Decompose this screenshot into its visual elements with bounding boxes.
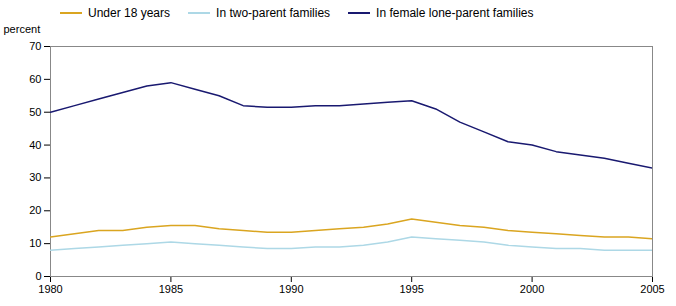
- svg-text:30: 30: [29, 171, 41, 183]
- svg-text:1995: 1995: [399, 283, 423, 295]
- svg-text:0: 0: [35, 270, 41, 282]
- svg-text:20: 20: [29, 204, 41, 216]
- html-text:Under 18 years: Under 18 years: [88, 6, 170, 20]
- svg-text:2000: 2000: [520, 283, 544, 295]
- svg-text:percent: percent: [4, 23, 41, 35]
- svg-text:1985: 1985: [159, 283, 183, 295]
- svg-text:70: 70: [29, 40, 41, 52]
- svg-text:10: 10: [29, 237, 41, 249]
- svg-text:50: 50: [29, 106, 41, 118]
- svg-text:60: 60: [29, 73, 41, 85]
- svg-text:40: 40: [29, 139, 41, 151]
- svg-text:2005: 2005: [640, 283, 664, 295]
- html-text:In female lone-parent families: In female lone-parent families: [376, 6, 534, 20]
- html-text:In two-parent families: In two-parent families: [216, 6, 331, 20]
- svg-text:1990: 1990: [279, 283, 303, 295]
- svg-text:1980: 1980: [38, 283, 62, 295]
